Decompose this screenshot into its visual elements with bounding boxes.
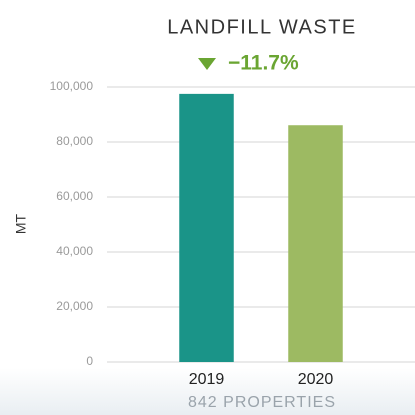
bar [179, 93, 234, 362]
x-tick-label: 2019 [189, 371, 225, 388]
footer-label: 842 PROPERTIES [188, 394, 336, 411]
down-arrow-icon [198, 58, 216, 70]
y-tick-label: 100,000 [50, 79, 94, 93]
bar [288, 125, 343, 362]
chart-title: LANDFILL WASTE [167, 16, 357, 38]
y-tick-label: 80,000 [56, 134, 93, 148]
x-tick-label: 2020 [298, 371, 334, 388]
change-annotation: −11.7% [228, 52, 299, 75]
y-axis-label: MT [13, 213, 29, 234]
y-tick-label: 40,000 [56, 244, 93, 258]
y-tick-label: 60,000 [56, 189, 93, 203]
footer-background [0, 368, 415, 415]
y-tick-label: 20,000 [56, 299, 93, 313]
y-tick-label: 0 [86, 354, 93, 368]
